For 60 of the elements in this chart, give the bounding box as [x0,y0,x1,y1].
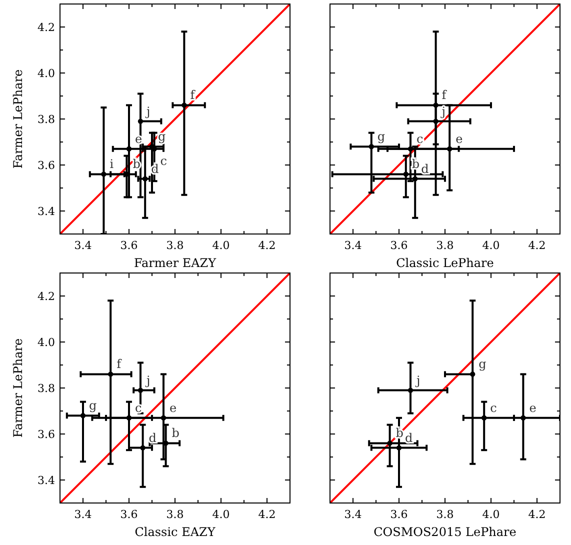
y-tick-label: 4.2 [38,21,55,34]
annotation: j [144,373,150,388]
annotation: e [456,132,463,146]
x-axis-title: COSMOS2015 LePhare [374,525,516,539]
x-tick-label: 3.4 [344,239,362,252]
y-tick-label: 3.4 [38,474,55,487]
annotation: e [170,400,177,415]
annotation: g [158,130,166,144]
x-tick-label: 3.6 [390,239,408,252]
annotation: d [405,430,413,445]
x-tick-label: 4.0 [212,239,230,252]
x-tick-label: 3.4 [74,508,92,521]
x-tick-label: 3.8 [436,239,454,252]
x-tick-label: 3.8 [436,508,454,521]
annotation: j [144,104,150,118]
annotation: g [377,130,386,144]
x-tick-label: 3.6 [390,508,408,521]
annotation: e [529,400,536,415]
annotation: c [490,400,498,415]
y-tick-label: 4.0 [38,67,55,80]
annotation: c [160,154,168,168]
x-tick-label: 4.0 [482,239,500,252]
annotation: f [116,357,123,372]
annotation: j [440,104,446,118]
annotation: j [414,373,420,388]
annotation: g [478,357,487,372]
y-tick-label: 3.8 [38,382,55,395]
y-tick-label: 3.8 [38,113,55,126]
x-tick-label: 4.2 [258,508,276,521]
x-tick-label: 3.6 [120,239,138,252]
x-tick-label: 3.8 [166,508,184,521]
annotation: c [416,132,424,146]
annotation: f [190,88,196,102]
x-axis-title: Classic LePhare [396,256,494,270]
y-axis-title: Farmer LePhare [11,338,25,438]
annotation: d [151,162,160,176]
x-tick-label: 3.6 [120,508,138,521]
annotation: d [148,430,157,445]
x-tick-label: 4.2 [528,508,546,521]
y-tick-label: 3.4 [38,205,55,218]
x-tick-label: 4.0 [482,508,500,521]
x-axis-title: Classic EAZY [134,525,216,539]
x-tick-label: 4.2 [528,239,546,252]
annotation: i [110,157,114,172]
x-tick-label: 3.8 [166,239,184,252]
y-tick-label: 4.0 [38,336,55,349]
y-tick-label: 3.6 [38,428,55,441]
annotation: g [89,398,97,413]
annotation: d [421,162,430,176]
x-tick-label: 3.4 [344,508,362,521]
y-tick-label: 4.2 [38,290,55,303]
annotation: b [396,426,404,440]
annotation: f [442,88,448,102]
x-tick-label: 3.4 [74,239,92,252]
y-axis-title: Farmer LePhare [11,69,25,169]
y-tick-label: 3.6 [38,159,55,172]
x-axis-title: Farmer EAZY [134,256,218,270]
annotation: b [172,426,180,440]
x-tick-label: 4.2 [258,239,276,252]
x-tick-label: 4.0 [212,508,230,521]
